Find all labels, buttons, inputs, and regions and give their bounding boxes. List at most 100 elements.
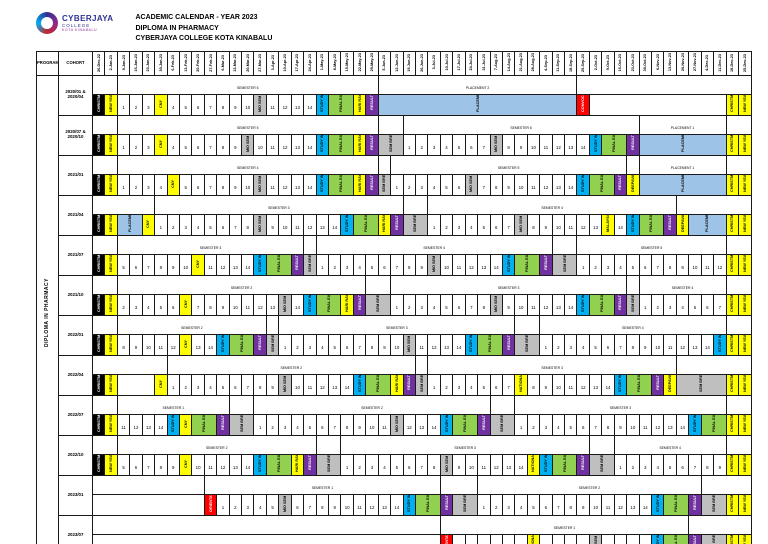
teaching-week-cell: 9 — [713, 453, 727, 476]
teaching-week-cell-label: 4 — [196, 224, 200, 230]
teaching-week-cell-label: 6 — [221, 224, 225, 230]
teaching-week-cell-label: 7 — [209, 104, 212, 110]
teaching-week-cell: 3 — [278, 413, 292, 436]
activity-cell-label: SEM BREAK — [419, 374, 424, 392]
teaching-week-cell-label: 8 — [122, 344, 125, 350]
teaching-week-cell: 2 — [228, 493, 243, 516]
semester-label-label: SEMESTER 3 — [386, 325, 408, 330]
teaching-week-cell: 6 — [340, 333, 354, 356]
teaching-week-cell: 4 — [514, 493, 528, 516]
teaching-week-cell: 4 — [166, 133, 180, 156]
week-date-header-label: 1-May-23 — [320, 54, 325, 71]
teaching-week-cell: 6 — [464, 133, 479, 156]
week-date-header-label: 5-Jun-23 — [382, 54, 387, 71]
semester-label-label: SEMESTER 2 — [181, 325, 203, 330]
teaching-week-cell: 13 — [191, 333, 205, 356]
cohort-cell: 2020/01 & 2020/04 — [58, 74, 93, 116]
teaching-week-cell: 2 — [414, 133, 429, 156]
activity-cell: CHRISTMAS BREAK — [91, 173, 106, 196]
teaching-week-cell-label: 12 — [580, 224, 586, 230]
teaching-week-cell-label: 6 — [134, 464, 138, 470]
teaching-week-cell: 12 — [303, 213, 317, 236]
week-date-header-label: 2-Oct-23 — [593, 54, 598, 71]
activity-cell-label: NEW YEAR — [109, 134, 114, 152]
teaching-week-cell: 13 — [439, 333, 454, 356]
teaching-week-cell: 13 — [327, 373, 342, 396]
teaching-week-cell: 10 — [514, 293, 528, 316]
teaching-week-cell: 13 — [290, 93, 305, 116]
teaching-week-cell-label: 6 — [296, 504, 299, 510]
teaching-week-cell-label: 11 — [642, 424, 648, 430]
semester-label-label: SEMESTER 4 — [237, 165, 259, 170]
teaching-week-cell: 6 — [489, 373, 503, 396]
teaching-week-cell-label: 12 — [543, 304, 549, 310]
week-date-header-label: 30-Jan-23 — [158, 53, 163, 72]
activity-cell-label: MALAYSIA DAY — [606, 214, 611, 232]
activity-cell-label: CNY — [146, 220, 151, 229]
teaching-week-cell: 14 — [638, 493, 653, 516]
semester-label-label: SEMESTER 1 — [311, 485, 334, 490]
teaching-week-cell-label: 2 — [134, 104, 138, 110]
teaching-week-cell: 5 — [564, 413, 578, 436]
teaching-week-cell: 12 — [278, 133, 292, 156]
activity-cell-label: MID SEM BREAK — [258, 214, 263, 232]
week-date-header: 13-Nov-23 — [663, 50, 677, 76]
teaching-week-cell: 8 — [203, 293, 218, 316]
semester-label-label: SEMESTER 3 — [199, 245, 222, 250]
teaching-week-cell: 4 — [290, 413, 305, 436]
teaching-week-cell-label: 7 — [246, 384, 249, 390]
teaching-week-cell-label: 5 — [569, 424, 572, 430]
teaching-week-cell: 7 — [191, 293, 205, 316]
teaching-week-cell-label: 14 — [208, 344, 213, 350]
teaching-week-cell: 9 — [228, 93, 243, 116]
teaching-week-cell-label: 9 — [457, 464, 461, 470]
activity-cell-label: RESULT — [506, 334, 511, 350]
activity-cell: NEW YEAR — [737, 413, 753, 436]
activity-cell-label: RESULT — [668, 214, 673, 230]
cohort-schedule-row: ORIENTATION123456NATIONAL DAY78910MID SE… — [37, 533, 753, 544]
activity-cell: CHRISTMAS BREAK — [91, 333, 106, 356]
activity-cell: STUDY WEEK — [303, 293, 317, 316]
teaching-week-cell-label: 4 — [147, 304, 150, 310]
week-date-header-label: 6-Mar-23 — [220, 54, 225, 71]
teaching-week-cell: 7 — [390, 253, 404, 276]
activity-cell-label: DEEPAVALI — [680, 214, 685, 232]
activity-cell: PLACEMENT — [638, 133, 727, 156]
activity-cell-label: NEW YEAR — [109, 174, 114, 192]
teaching-week-cell: 14 — [601, 373, 615, 396]
teaching-week-cell: 12 — [166, 333, 180, 356]
week-date-header: 26-Dec-22 — [91, 50, 106, 76]
teaching-week-cell-label: 14 — [307, 184, 313, 190]
teaching-week-cell-label: 1 — [432, 384, 436, 390]
teaching-week-cell: 2 — [129, 173, 143, 196]
activity-cell: SEM BREAK — [452, 493, 479, 516]
week-date-header-label: 27-Nov-23 — [692, 53, 697, 72]
teaching-week-cell: 12 — [315, 373, 330, 396]
activity-cell: CNY — [178, 453, 193, 476]
activity-cell-label: FINAL EXAM — [649, 214, 654, 232]
activity-cell-label: RESULT — [370, 94, 374, 110]
activity-cell-label: SEM BREAK — [599, 454, 604, 472]
activity-cell: FINAL EXAM — [514, 253, 541, 276]
teaching-week-cell: 1 — [340, 453, 354, 476]
teaching-week-cell-label: 10 — [183, 264, 189, 270]
activity-cell: RESULT — [365, 173, 379, 196]
teaching-week-cell-label: 8 — [569, 504, 572, 510]
teaching-week-cell: 6 — [700, 293, 715, 316]
week-date-header-label: 21-Aug-23 — [519, 53, 524, 72]
semester-label: SEMESTER 4 — [427, 194, 677, 215]
activity-cell: STUDY WEEK — [315, 93, 330, 116]
week-date-header-label: 9-Jan-23 — [121, 54, 126, 71]
week-date-header: 7-Aug-23 — [489, 50, 503, 76]
strip-gap — [92, 274, 118, 295]
teaching-week-cell: 2 — [489, 493, 503, 516]
teaching-week-cell: 13 — [588, 213, 603, 236]
activity-cell: NATIONAL DAY — [526, 453, 541, 476]
teaching-week-cell: 9 — [501, 293, 516, 316]
teaching-week-cell-label: 14 — [307, 144, 313, 150]
activity-cell: MID SEM BREAK — [514, 213, 528, 236]
activity-cell: RESULT — [613, 293, 628, 316]
teaching-week-cell: 10 — [365, 413, 379, 436]
strip-gap — [725, 154, 753, 175]
activity-cell: MID SEM BREAK — [241, 133, 255, 156]
